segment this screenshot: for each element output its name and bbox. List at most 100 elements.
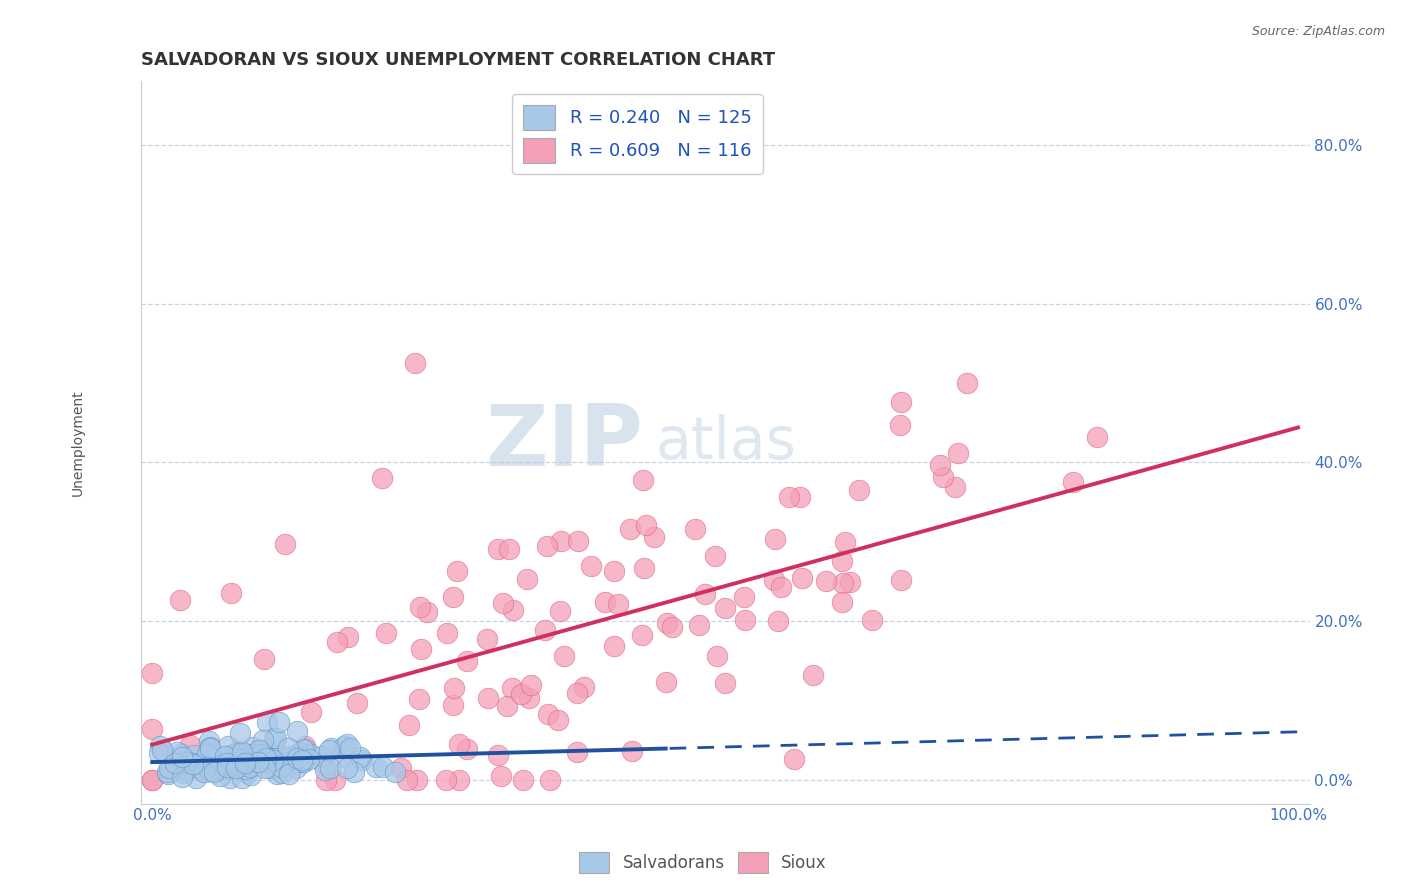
Point	[179, 738, 201, 752]
Point	[889, 395, 911, 409]
Point	[550, 534, 572, 549]
Point	[349, 749, 371, 764]
Point	[249, 747, 271, 761]
Point	[172, 770, 194, 784]
Point	[489, 769, 512, 783]
Point	[932, 470, 955, 484]
Point	[229, 747, 252, 762]
Point	[890, 573, 912, 587]
Point	[270, 766, 292, 780]
Point	[389, 760, 412, 774]
Point	[547, 714, 569, 728]
Point	[534, 623, 557, 637]
Y-axis label: Unemployment: Unemployment	[72, 389, 86, 496]
Point	[477, 691, 499, 706]
Point	[267, 747, 290, 762]
Point	[195, 760, 218, 774]
Point	[202, 763, 225, 777]
Point	[498, 542, 520, 557]
Point	[373, 760, 395, 774]
Point	[166, 745, 188, 759]
Point	[548, 604, 571, 618]
Point	[441, 590, 464, 604]
Point	[254, 750, 277, 764]
Point	[434, 772, 457, 787]
Point	[831, 575, 853, 590]
Point	[619, 522, 641, 536]
Point	[314, 763, 336, 777]
Point	[176, 763, 198, 777]
Point	[326, 634, 349, 648]
Text: SALVADORAN VS SIOUX UNEMPLOYMENT CORRELATION CHART: SALVADORAN VS SIOUX UNEMPLOYMENT CORRELA…	[141, 51, 775, 69]
Point	[240, 739, 263, 754]
Point	[350, 753, 373, 767]
Point	[249, 743, 271, 757]
Point	[688, 617, 710, 632]
Point	[1085, 430, 1108, 444]
Point	[204, 749, 226, 764]
Point	[236, 766, 259, 780]
Point	[217, 739, 239, 754]
Point	[766, 614, 789, 628]
Point	[512, 772, 534, 787]
Point	[495, 699, 517, 714]
Point	[501, 681, 523, 696]
Point	[782, 752, 804, 766]
Point	[285, 724, 308, 739]
Point	[254, 755, 277, 769]
Point	[263, 731, 285, 745]
Point	[156, 766, 179, 780]
Point	[536, 539, 558, 553]
Point	[179, 755, 201, 769]
Point	[606, 598, 628, 612]
Point	[860, 613, 883, 627]
Point	[294, 739, 316, 753]
Point	[408, 691, 430, 706]
Point	[456, 654, 478, 668]
Point	[231, 745, 253, 759]
Point	[335, 761, 357, 775]
Point	[183, 748, 205, 763]
Point	[215, 756, 238, 770]
Point	[336, 737, 359, 751]
Point	[593, 594, 616, 608]
Point	[789, 490, 811, 504]
Point	[778, 490, 800, 504]
Point	[456, 742, 478, 756]
Point	[253, 749, 276, 764]
Point	[416, 605, 439, 619]
Point	[141, 665, 163, 680]
Point	[163, 756, 186, 771]
Point	[520, 678, 543, 692]
Point	[311, 748, 333, 763]
Point	[706, 649, 728, 664]
Point	[228, 753, 250, 767]
Point	[339, 740, 361, 755]
Point	[537, 707, 560, 722]
Point	[565, 745, 588, 759]
Point	[231, 772, 253, 786]
Point	[240, 750, 263, 764]
Point	[294, 741, 316, 756]
Point	[436, 626, 458, 640]
Point	[1062, 475, 1084, 490]
Point	[217, 760, 239, 774]
Point	[446, 564, 468, 578]
Point	[270, 758, 292, 772]
Point	[762, 574, 785, 588]
Point	[214, 749, 236, 764]
Point	[343, 764, 366, 779]
Point	[567, 533, 589, 548]
Point	[266, 766, 288, 780]
Point	[162, 755, 184, 769]
Point	[516, 572, 538, 586]
Point	[733, 591, 755, 605]
Point	[157, 761, 180, 775]
Point	[285, 751, 308, 765]
Point	[276, 755, 298, 769]
Legend: Salvadorans, Sioux: Salvadorans, Sioux	[572, 846, 834, 880]
Point	[267, 715, 290, 730]
Point	[253, 748, 276, 763]
Point	[409, 599, 432, 614]
Point	[285, 761, 308, 775]
